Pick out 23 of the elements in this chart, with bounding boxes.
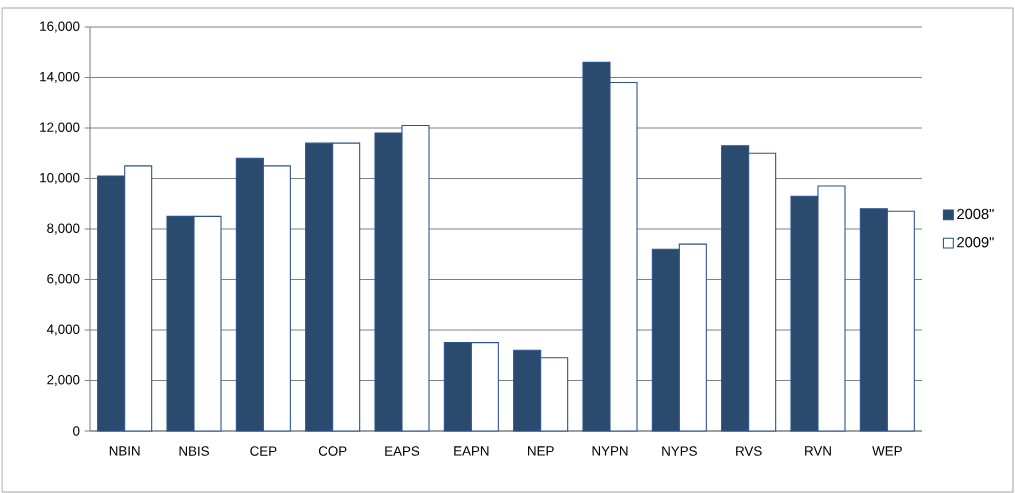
y-tick-label: 8,000 xyxy=(47,223,80,235)
y-tick-label: 10,000 xyxy=(40,172,80,185)
y-tick-label: 12,000 xyxy=(40,122,80,134)
y-tick-label: 14,000 xyxy=(40,71,80,84)
x-tick-label: NEP xyxy=(528,446,554,456)
x-tick-label: NBIN xyxy=(109,446,140,456)
y-tick-label: 2,000 xyxy=(47,374,80,386)
y-tick-label: 0 xyxy=(73,426,80,436)
x-tick-label: NYPN xyxy=(592,446,628,456)
x-tick-label: RVS xyxy=(736,446,762,456)
x-tick-label: EAPS xyxy=(385,446,420,456)
x-tick-label: NBIS xyxy=(179,446,209,456)
x-tick-label: CEP xyxy=(250,446,277,456)
y-tick-label: 4,000 xyxy=(46,324,80,336)
x-tick-label: EAPN xyxy=(454,446,489,456)
x-tick-label: WEP xyxy=(872,446,902,456)
y-tick-label: 16,000 xyxy=(40,21,80,33)
x-tick-label: NYPS xyxy=(662,446,697,456)
x-tick-label: RVN xyxy=(805,446,831,456)
y-tick-label: 6,000 xyxy=(47,273,80,286)
legend-label: 2009" xyxy=(957,237,994,248)
legend-label: 2008" xyxy=(957,208,994,220)
x-tick-label: COP xyxy=(318,446,347,456)
